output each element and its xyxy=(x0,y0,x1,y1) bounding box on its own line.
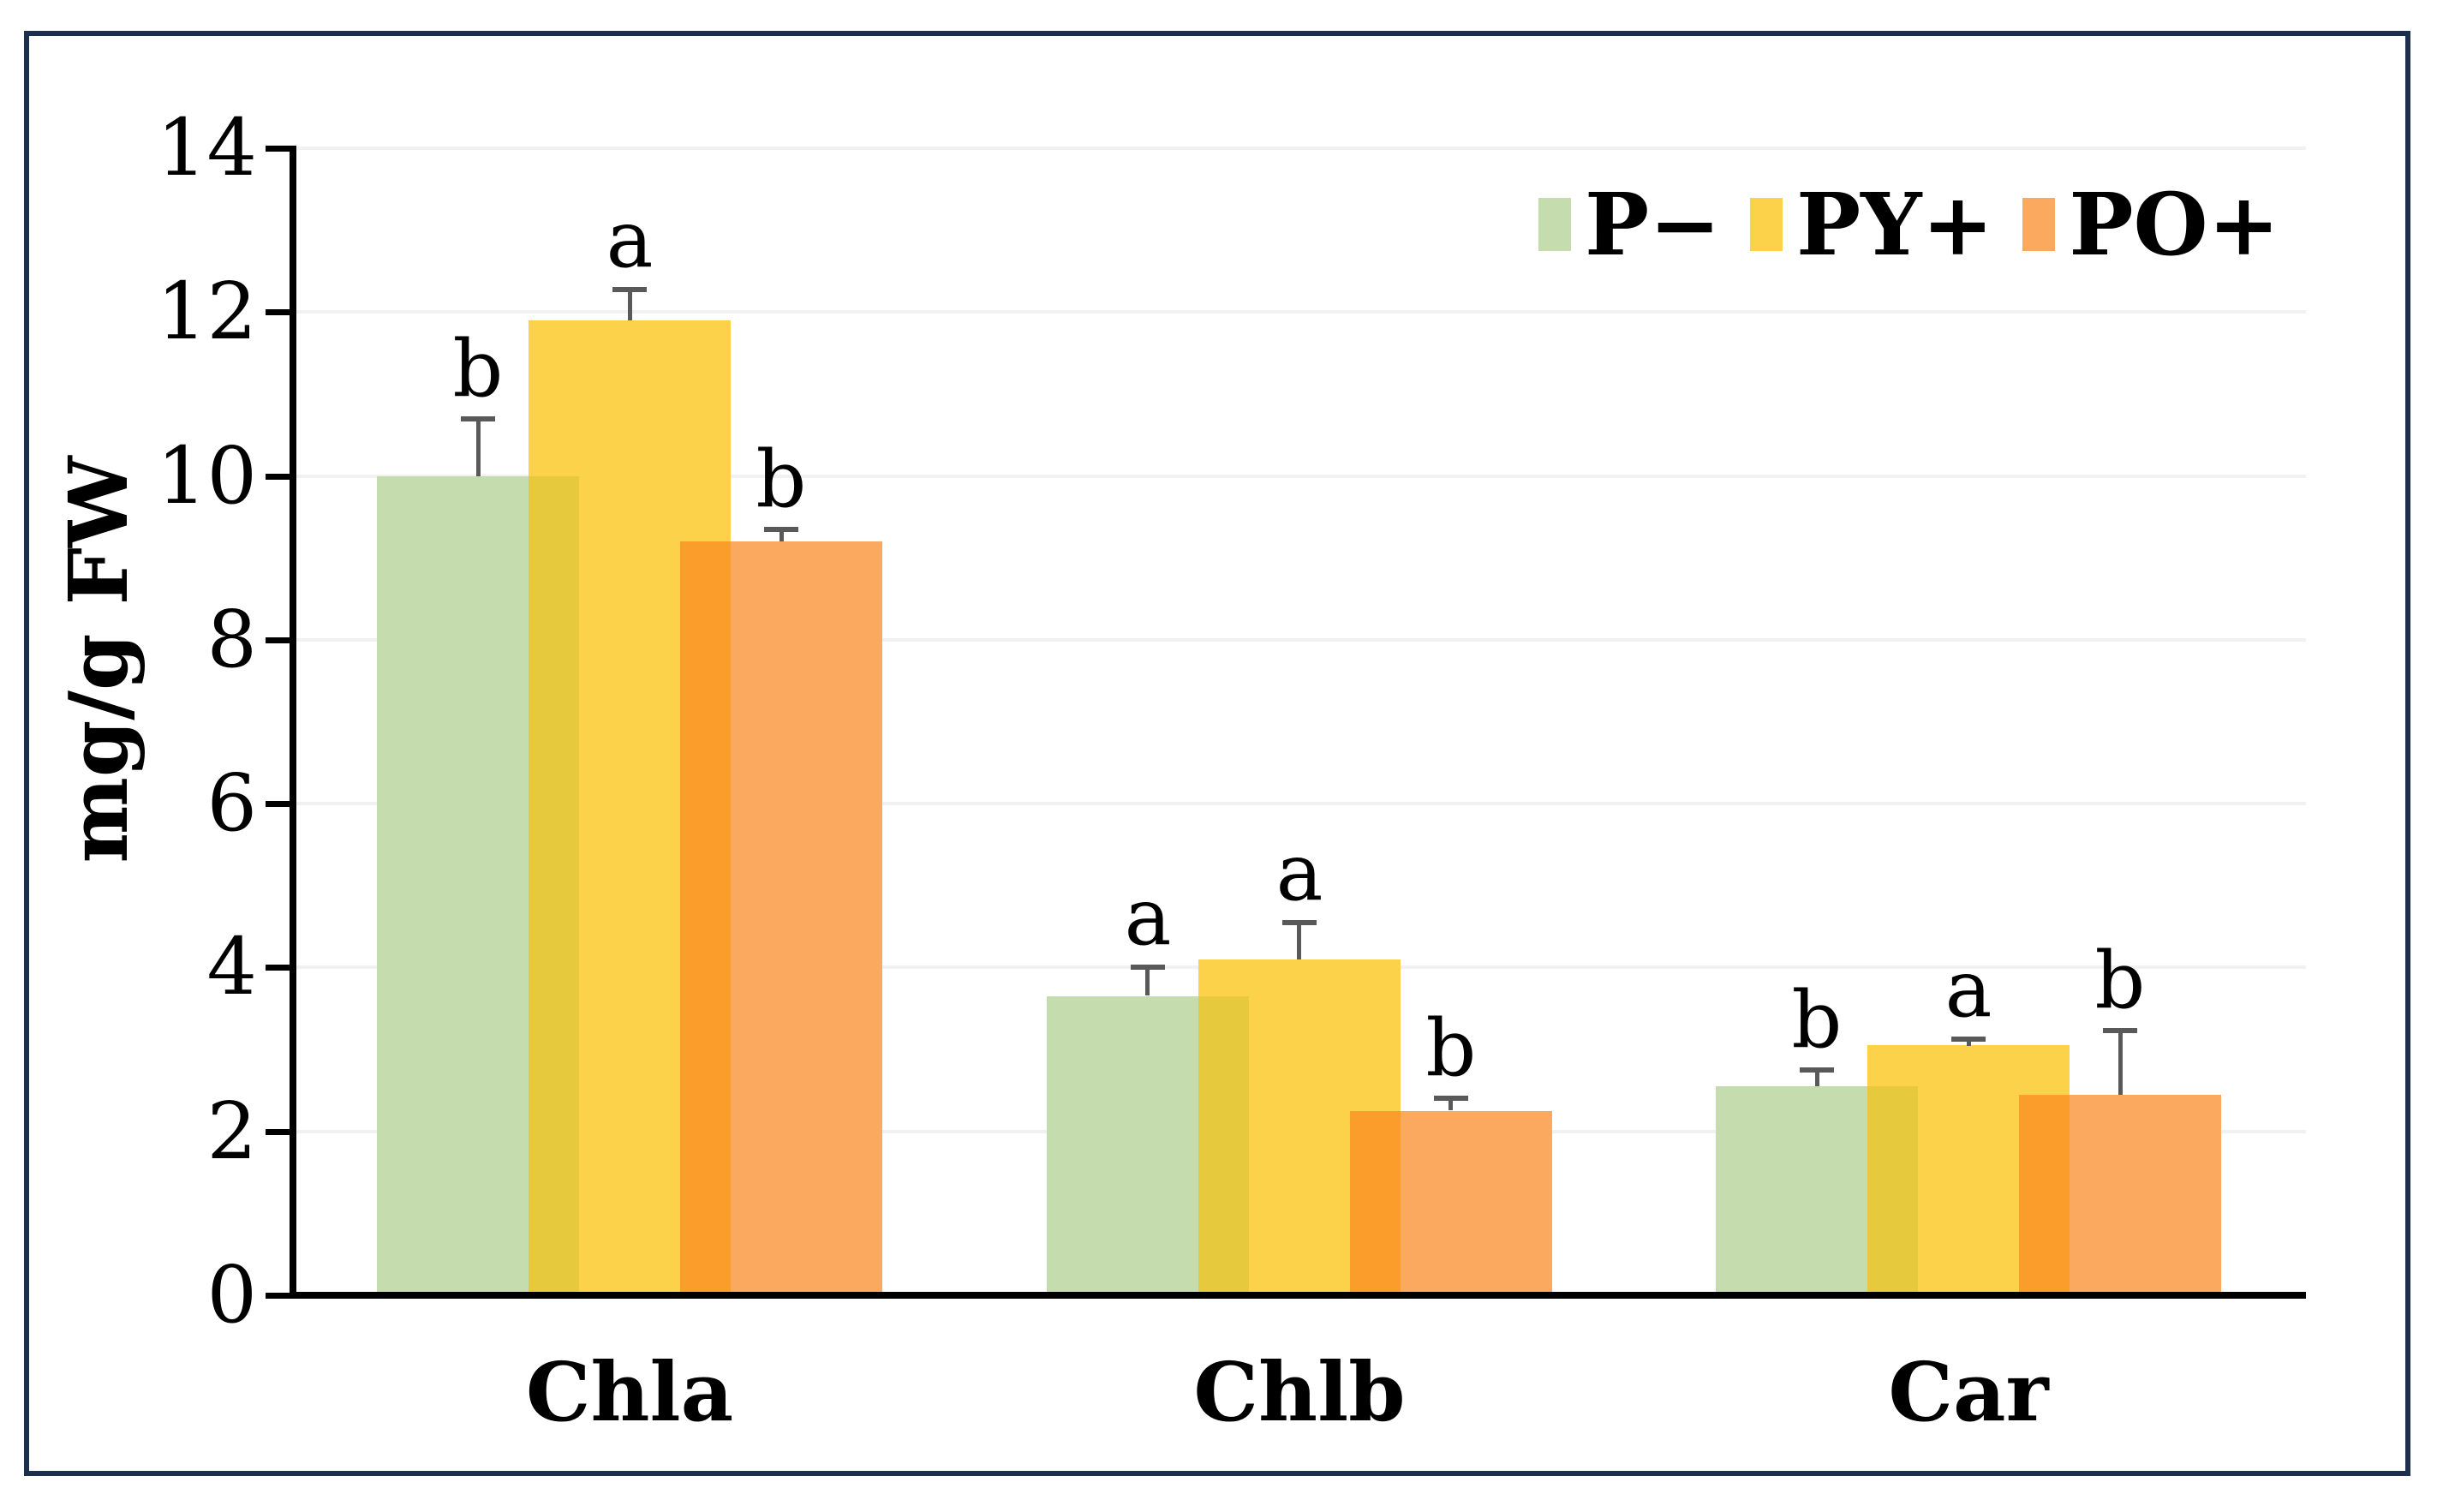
legend-label: P− xyxy=(1585,174,1721,275)
error-bar xyxy=(1145,967,1150,995)
x-category-label: Car xyxy=(1888,1345,2049,1440)
y-axis-tick-label: 12 xyxy=(156,266,257,357)
x-category-label: Chla xyxy=(525,1345,734,1440)
significance-letter: b xyxy=(2094,935,2146,1026)
gridline xyxy=(296,802,2306,805)
y-axis-tick xyxy=(266,146,296,152)
error-bar xyxy=(1449,1098,1453,1110)
bar-overlap-strip xyxy=(1198,996,1249,1295)
legend-item-PY: PY+ xyxy=(1749,174,1994,275)
error-bar-cap xyxy=(461,416,495,421)
gridline xyxy=(296,310,2306,314)
y-axis-tick-label: 0 xyxy=(206,1249,257,1341)
error-bar xyxy=(1297,923,1301,959)
error-bar-cap xyxy=(1282,920,1317,925)
y-axis-tick-label: 10 xyxy=(156,430,257,522)
legend-swatch xyxy=(1749,198,1783,251)
y-axis-tick xyxy=(266,1293,296,1299)
gridline xyxy=(296,146,2306,150)
bar-overlap-strip xyxy=(680,541,731,1295)
y-axis-tick-label: 6 xyxy=(206,757,257,849)
y-axis-tick xyxy=(266,474,296,480)
y-axis-tick xyxy=(266,965,296,971)
error-bar-cap xyxy=(764,527,798,532)
error-bar xyxy=(1967,1039,1971,1046)
bar-overlap-strip xyxy=(529,476,579,1295)
bar-overlap-strip xyxy=(2019,1095,2070,1295)
significance-letter: a xyxy=(1944,943,1992,1035)
significance-letter: a xyxy=(606,194,654,285)
significance-letter: b xyxy=(1791,974,1843,1066)
y-axis-tick xyxy=(266,637,296,643)
error-bar xyxy=(628,290,632,320)
error-bar xyxy=(476,419,481,476)
gridline xyxy=(296,638,2306,642)
y-axis-tick-label: 8 xyxy=(206,594,257,685)
error-bar-cap xyxy=(1951,1037,1986,1042)
y-axis-tick-label: 2 xyxy=(206,1085,257,1177)
y-axis-tick-label: 4 xyxy=(206,921,257,1013)
y-axis-tick xyxy=(266,309,296,315)
error-bar xyxy=(2118,1031,2123,1095)
significance-letter: a xyxy=(1124,871,1172,963)
y-axis-line xyxy=(290,148,296,1299)
error-bar-cap xyxy=(1434,1096,1468,1101)
bar-overlap-strip xyxy=(1867,1086,1918,1295)
legend-item-PO: PO+ xyxy=(2022,182,2279,267)
x-axis-line xyxy=(290,1292,2306,1299)
significance-letter: a xyxy=(1275,827,1323,918)
legend-label: PO+ xyxy=(2069,174,2280,275)
legend-item-P: P− xyxy=(1538,182,1721,267)
legend-swatch xyxy=(1538,198,1571,251)
legend-label: PY+ xyxy=(1795,174,1994,275)
x-category-label: Chlb xyxy=(1193,1345,1406,1440)
y-axis-tick xyxy=(266,1129,296,1135)
y-axis-tick xyxy=(266,801,296,807)
error-bar-cap xyxy=(612,287,647,292)
legend-swatch xyxy=(2022,198,2056,251)
significance-letter: b xyxy=(1425,1002,1477,1094)
y-axis-tick-label: 14 xyxy=(156,102,257,194)
significance-letter: b xyxy=(452,323,504,415)
bar-overlap-strip xyxy=(1350,1111,1401,1295)
error-bar-cap xyxy=(1800,1067,1834,1073)
significance-letter: b xyxy=(756,433,807,525)
error-bar-cap xyxy=(2103,1028,2137,1033)
error-bar xyxy=(1815,1070,1819,1086)
gridline xyxy=(296,475,2306,478)
error-bar xyxy=(780,529,784,541)
legend: P− PY+ PO+ xyxy=(1538,182,2279,267)
error-bar-cap xyxy=(1131,965,1165,970)
